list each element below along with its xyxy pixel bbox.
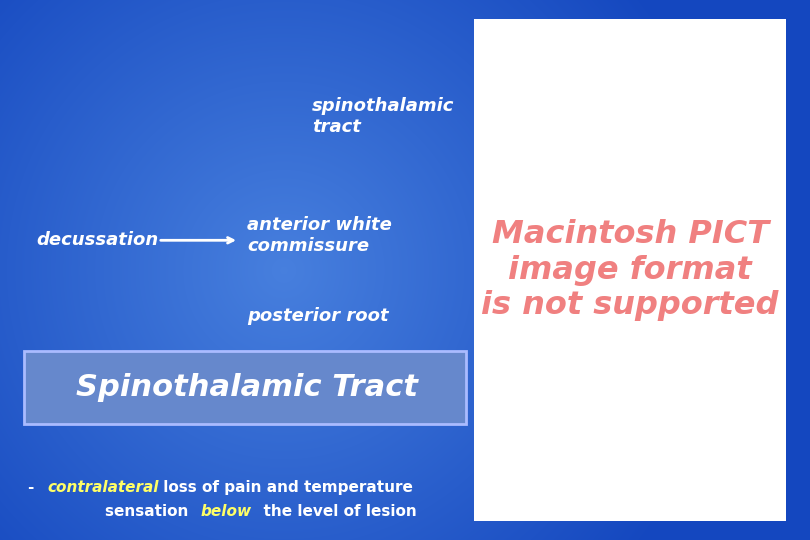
Text: contralateral: contralateral bbox=[47, 480, 159, 495]
Text: the level of lesion: the level of lesion bbox=[253, 504, 416, 519]
Text: spinothalamic
tract: spinothalamic tract bbox=[312, 97, 454, 136]
Text: loss of pain and temperature: loss of pain and temperature bbox=[158, 480, 413, 495]
FancyBboxPatch shape bbox=[474, 19, 786, 521]
Text: posterior root: posterior root bbox=[247, 307, 389, 325]
Text: anterior white
commissure: anterior white commissure bbox=[247, 216, 392, 255]
Text: -: - bbox=[28, 480, 40, 495]
Text: below: below bbox=[201, 504, 252, 519]
Text: decussation: decussation bbox=[36, 231, 159, 249]
Text: Spinothalamic Tract: Spinothalamic Tract bbox=[76, 373, 418, 402]
Text: sensation: sensation bbox=[105, 504, 194, 519]
Text: Macintosh PICT
image format
is not supported: Macintosh PICT image format is not suppo… bbox=[481, 219, 779, 321]
FancyBboxPatch shape bbox=[24, 351, 466, 424]
